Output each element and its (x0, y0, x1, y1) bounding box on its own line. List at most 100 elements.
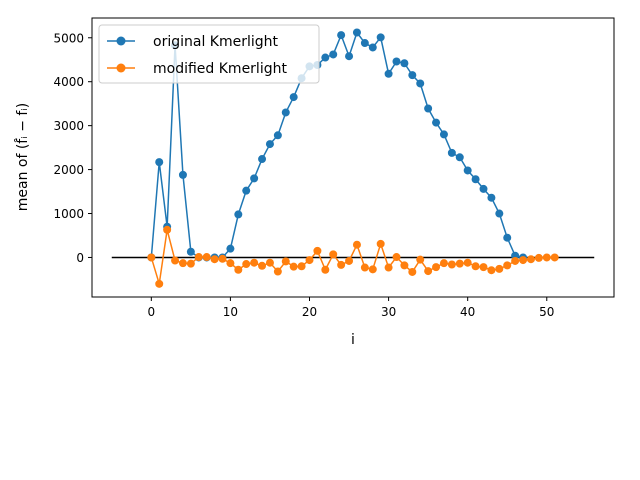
data-point-modified-kmerlight (352, 240, 361, 249)
data-point-modified-kmerlight (479, 263, 488, 272)
data-point-original-kmerlight (408, 71, 417, 80)
y-tick-label: 5000 (53, 31, 84, 45)
y-tick-label: 0 (76, 251, 84, 265)
data-point-modified-kmerlight (289, 262, 298, 271)
data-point-modified-kmerlight (210, 255, 219, 264)
data-point-modified-kmerlight (218, 254, 227, 263)
data-point-modified-kmerlight (439, 259, 448, 268)
data-point-modified-kmerlight (400, 261, 409, 270)
data-point-modified-kmerlight (163, 225, 172, 234)
data-point-original-kmerlight (495, 209, 504, 218)
data-point-original-kmerlight (416, 79, 425, 88)
y-tick-label: 2000 (53, 163, 84, 177)
data-point-modified-kmerlight (202, 253, 211, 262)
data-point-original-kmerlight (503, 233, 512, 242)
data-point-modified-kmerlight (281, 257, 290, 266)
data-point-modified-kmerlight (550, 253, 559, 262)
data-point-modified-kmerlight (384, 263, 393, 272)
data-point-original-kmerlight (329, 50, 338, 59)
data-point-original-kmerlight (250, 174, 259, 183)
x-tick-label: 10 (223, 305, 238, 319)
data-point-modified-kmerlight (178, 259, 187, 268)
data-point-original-kmerlight (345, 52, 354, 61)
data-point-original-kmerlight (234, 210, 243, 219)
data-point-modified-kmerlight (463, 258, 472, 267)
data-point-modified-kmerlight (305, 256, 314, 265)
y-tick-label: 4000 (53, 75, 84, 89)
data-point-modified-kmerlight (447, 260, 456, 269)
data-point-modified-kmerlight (186, 259, 195, 268)
data-point-original-kmerlight (321, 53, 330, 62)
data-point-modified-kmerlight (408, 267, 417, 276)
data-point-original-kmerlight (360, 39, 369, 48)
data-point-original-kmerlight (258, 155, 267, 164)
data-point-modified-kmerlight (155, 279, 164, 288)
data-point-modified-kmerlight (250, 258, 259, 267)
data-point-modified-kmerlight (265, 258, 274, 267)
data-point-original-kmerlight (479, 184, 488, 193)
data-point-original-kmerlight (155, 158, 164, 167)
data-point-modified-kmerlight (368, 265, 377, 274)
x-tick-label: 40 (460, 305, 475, 319)
data-point-modified-kmerlight (416, 255, 425, 264)
data-point-original-kmerlight (463, 166, 472, 175)
x-tick-label: 20 (302, 305, 317, 319)
data-point-modified-kmerlight (360, 263, 369, 272)
y-axis-label: mean of (f̂ᵢ − fᵢ) (14, 103, 31, 212)
data-point-modified-kmerlight (234, 265, 243, 274)
data-point-modified-kmerlight (226, 259, 235, 268)
data-point-modified-kmerlight (542, 253, 551, 262)
data-point-original-kmerlight (487, 193, 496, 202)
data-point-original-kmerlight (186, 247, 195, 256)
data-point-original-kmerlight (368, 43, 377, 52)
data-point-modified-kmerlight (511, 256, 520, 265)
data-point-original-kmerlight (455, 153, 464, 162)
data-point-original-kmerlight (226, 244, 235, 253)
plot-frame (91, 17, 615, 298)
data-point-modified-kmerlight (171, 256, 180, 265)
legend: original Kmerlight modified Kmerlight (98, 24, 320, 84)
data-point-modified-kmerlight (258, 261, 267, 270)
data-point-original-kmerlight (447, 148, 456, 157)
data-point-original-kmerlight (352, 28, 361, 37)
data-point-modified-kmerlight (534, 253, 543, 262)
legend-marker-modified (116, 63, 126, 73)
data-point-modified-kmerlight (503, 261, 512, 270)
data-point-modified-kmerlight (392, 253, 401, 262)
data-point-modified-kmerlight (526, 255, 535, 264)
x-axis-label: i (351, 332, 355, 348)
data-point-modified-kmerlight (345, 256, 354, 265)
data-point-modified-kmerlight (297, 262, 306, 271)
data-point-modified-kmerlight (147, 253, 156, 262)
data-point-original-kmerlight (289, 93, 298, 102)
data-point-original-kmerlight (265, 140, 274, 149)
legend-box (98, 24, 320, 84)
data-point-original-kmerlight (281, 108, 290, 117)
legend-label-original: original Kmerlight (153, 34, 279, 50)
data-point-modified-kmerlight (329, 250, 338, 259)
data-point-modified-kmerlight (194, 253, 203, 262)
data-point-modified-kmerlight (242, 260, 251, 269)
data-point-modified-kmerlight (337, 260, 346, 269)
data-point-modified-kmerlight (471, 262, 480, 271)
legend-label-modified: modified Kmerlight (153, 61, 287, 77)
ticks-layer: 0 10 20 30 40 50 0 1000 2000 3000 4000 5000 (53, 31, 554, 319)
data-point-original-kmerlight (178, 170, 187, 179)
plot-layer (111, 28, 595, 288)
legend-marker-original (116, 36, 126, 46)
data-point-modified-kmerlight (321, 265, 330, 274)
data-point-original-kmerlight (273, 131, 282, 140)
y-tick-label: 3000 (53, 119, 84, 133)
data-point-modified-kmerlight (424, 267, 433, 276)
data-point-original-kmerlight (400, 59, 409, 68)
data-point-modified-kmerlight (376, 239, 385, 248)
data-point-original-kmerlight (471, 175, 480, 184)
data-point-modified-kmerlight (432, 263, 441, 272)
data-point-modified-kmerlight (273, 267, 282, 276)
data-point-original-kmerlight (439, 130, 448, 139)
data-point-modified-kmerlight (519, 256, 528, 265)
data-point-original-kmerlight (384, 69, 393, 78)
x-tick-label: 0 (147, 305, 155, 319)
